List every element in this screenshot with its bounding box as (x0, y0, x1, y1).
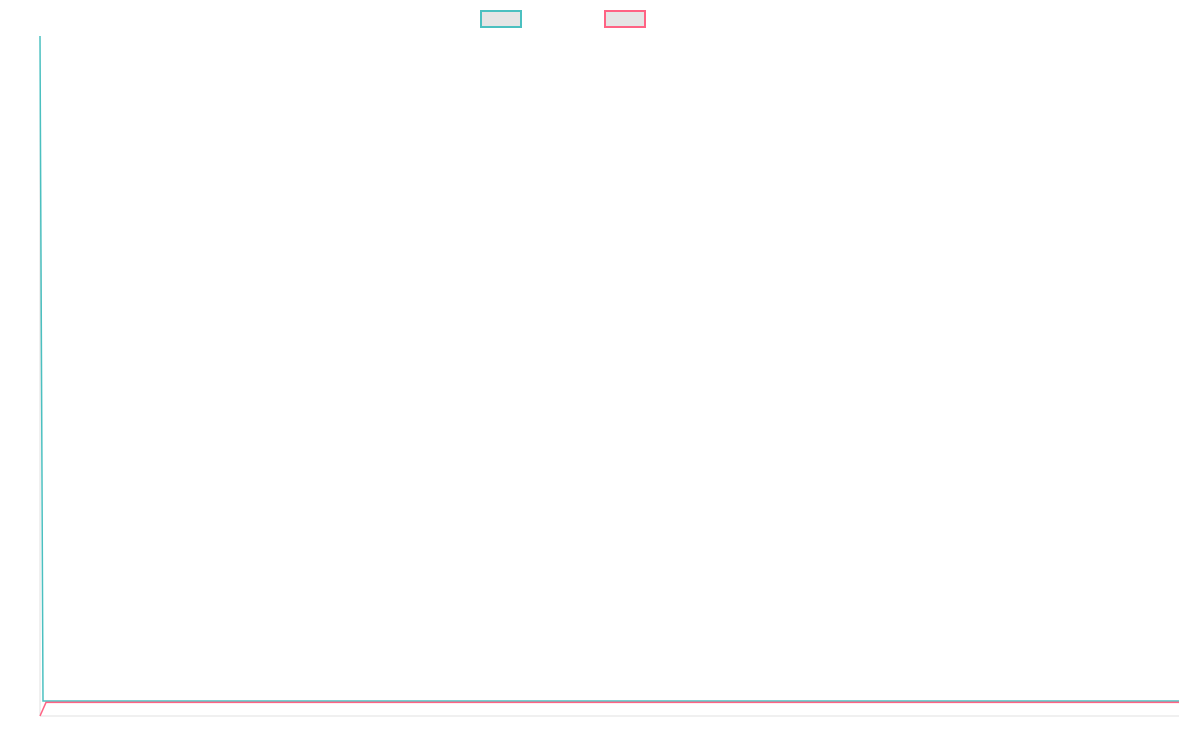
series-line-1 (39, 35, 1179, 702)
legend-swatch-series-1[interactable] (480, 10, 522, 28)
series-line-2 (39, 701, 1179, 717)
legend-swatch-series-2[interactable] (604, 10, 646, 28)
